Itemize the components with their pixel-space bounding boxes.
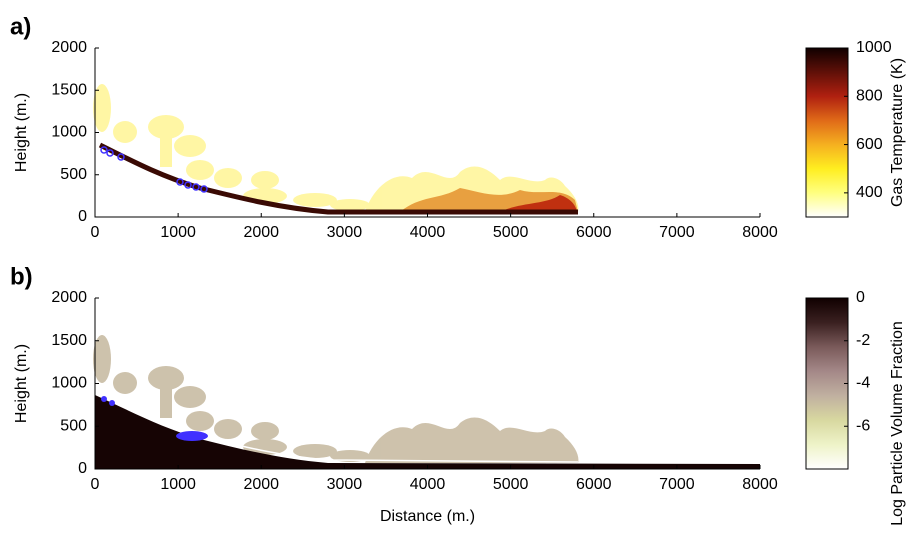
x-tick-label: 7000 xyxy=(659,476,695,493)
colorbar-tick-label: 600 xyxy=(856,136,883,153)
colorbar-label: Gas Temperature (K) xyxy=(889,58,906,207)
x-tick-label: 8000 xyxy=(742,476,778,493)
field-a xyxy=(93,84,579,215)
y-axis-label: Height (m.) xyxy=(13,93,30,172)
x-tick-label: 7000 xyxy=(659,224,695,241)
colorbar xyxy=(805,297,849,470)
y-tick-label: 2000 xyxy=(51,39,87,56)
y-tick-label: 500 xyxy=(60,166,87,183)
colorbar-tick-label: 1000 xyxy=(856,39,892,56)
x-tick-label: 1000 xyxy=(160,476,196,493)
x-tick-label: 5000 xyxy=(493,476,529,493)
x-tick-label: 5000 xyxy=(493,224,529,241)
x-tick-label: 0 xyxy=(91,476,100,493)
colorbar-tick-label: 0 xyxy=(856,289,865,306)
colorbar-tick-label: -6 xyxy=(856,417,870,434)
x-tick-label: 3000 xyxy=(327,224,363,241)
y-tick-label: 1000 xyxy=(51,124,87,141)
y-tick-label: 2000 xyxy=(51,289,87,306)
colorbar-tick-label: -4 xyxy=(856,375,870,392)
colorbar-tick-label: -2 xyxy=(856,332,870,349)
y-tick-label: 1500 xyxy=(51,332,87,349)
x-tick-label: 6000 xyxy=(576,224,612,241)
x-tick-label: 6000 xyxy=(576,476,612,493)
y-tick-label: 1000 xyxy=(51,375,87,392)
x-tick-label: 2000 xyxy=(243,224,279,241)
y-axis-label: Height (m.) xyxy=(13,344,30,423)
x-tick-label: 4000 xyxy=(410,224,446,241)
x-tick-label: 0 xyxy=(91,224,100,241)
colorbar-tick-label: 400 xyxy=(856,184,883,201)
x-tick-label: 1000 xyxy=(160,224,196,241)
colorbar-tick-label: 800 xyxy=(856,88,883,105)
x-tick-label: 3000 xyxy=(327,476,363,493)
panel-label: a) xyxy=(10,13,31,40)
y-tick-label: 500 xyxy=(60,417,87,434)
field-b xyxy=(93,335,760,469)
y-tick-label: 0 xyxy=(78,460,87,477)
y-tick-label: 1500 xyxy=(51,81,87,98)
x-tick-label: 8000 xyxy=(742,224,778,241)
colorbar xyxy=(805,47,849,218)
x-tick-label: 4000 xyxy=(410,476,446,493)
y-tick-label: 0 xyxy=(78,208,87,225)
panel-label: b) xyxy=(10,263,33,290)
x-axis-label: Distance (m.) xyxy=(380,508,475,525)
colorbar-label: Log Particle Volume Fraction xyxy=(889,321,906,526)
x-tick-label: 2000 xyxy=(243,476,279,493)
